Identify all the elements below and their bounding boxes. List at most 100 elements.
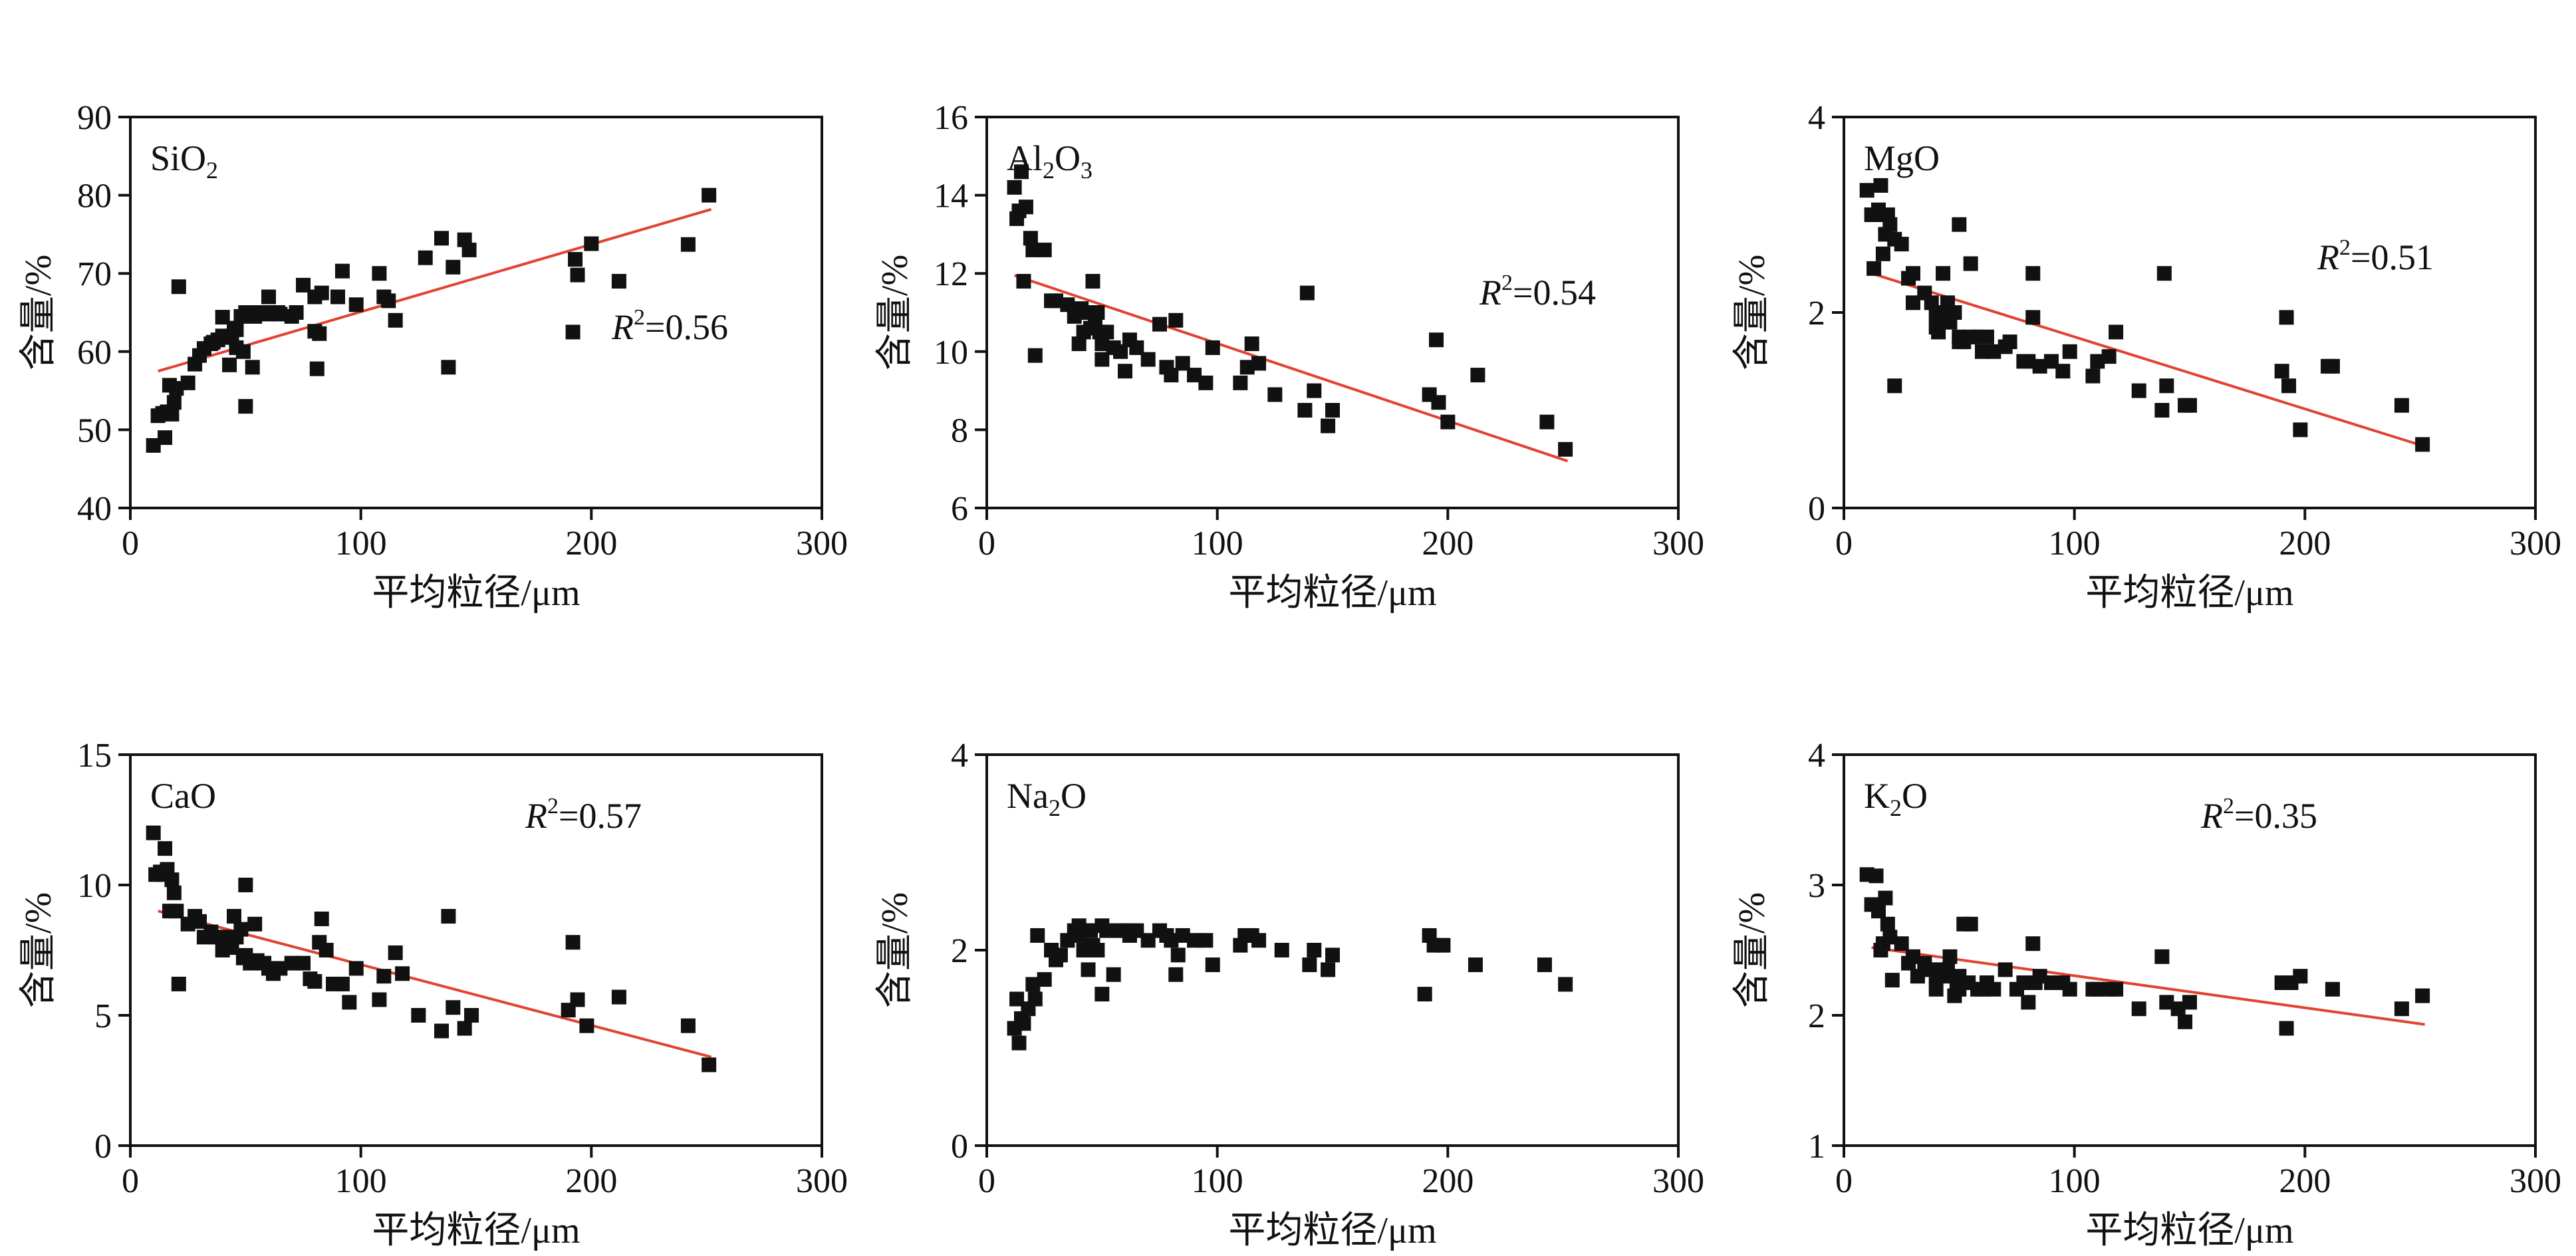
data-point (1170, 947, 1186, 963)
data-point (457, 1021, 472, 1036)
r-squared-exponent: 2 (634, 305, 645, 330)
data-point (2154, 949, 2170, 964)
data-point (2062, 344, 2077, 359)
r-squared-symbol: R (2317, 237, 2339, 277)
oxide-label: K2O (1864, 776, 1928, 821)
data-point (2159, 995, 2174, 1010)
chart-panel-1: 0 100 200 300405060708090平均粒径/μm含量/%SiO2R2=… (18, 99, 848, 614)
data-point (342, 995, 357, 1010)
data-point (1979, 329, 1994, 344)
y-tick-label: 0 (1808, 490, 1825, 528)
x-tick-label: 0 (122, 525, 139, 563)
r-squared-symbol: R (2200, 796, 2223, 836)
data-point (434, 1023, 449, 1039)
x-tick-label: 300 (1652, 1162, 1704, 1200)
x-axis-label: 平均粒径/μm (1228, 1210, 1436, 1251)
data-point (2178, 1014, 2193, 1029)
y-axis-label: 含量/% (18, 892, 59, 1008)
data-point (1205, 340, 1220, 355)
data-point (1947, 305, 1962, 320)
data-point (1198, 933, 1214, 948)
data-point (215, 310, 230, 325)
data-point (1882, 930, 1898, 945)
data-point (169, 904, 184, 919)
y-tick-label: 3 (1808, 867, 1825, 905)
y-tick-label: 90 (77, 99, 112, 137)
x-tick-label: 100 (2049, 1162, 2101, 1200)
data-point (284, 955, 299, 971)
data-point (247, 916, 263, 932)
r-squared-value: =0.56 (645, 307, 728, 347)
data-point (1016, 1016, 1031, 1031)
x-tick-label: 0 (978, 1162, 995, 1200)
data-point (1095, 987, 1110, 1002)
data-point (1129, 340, 1144, 355)
data-point (1470, 368, 1485, 383)
y-tick-label: 4 (1808, 99, 1825, 137)
data-point (1297, 403, 1313, 418)
oxide-label-sub2: 3 (1081, 157, 1093, 184)
data-point (372, 266, 387, 281)
data-point (388, 313, 403, 328)
oxide-label-main: MgO (1864, 138, 1940, 178)
data-point (334, 976, 350, 991)
data-point (319, 943, 334, 957)
x-axis-label: 平均粒径/μm (372, 572, 580, 614)
data-point (229, 322, 244, 337)
data-point (411, 1008, 426, 1023)
data-point (2159, 378, 2174, 394)
data-point (1299, 285, 1315, 301)
data-point (1018, 199, 1033, 215)
data-point (1906, 295, 1920, 311)
data-point (1267, 387, 1283, 402)
data-point (1887, 378, 1902, 394)
y-tick-label: 8 (951, 412, 968, 449)
data-point (565, 935, 580, 950)
data-point (1168, 313, 1184, 328)
oxide-label-sub: 2 (1049, 795, 1061, 821)
r-squared-value: =0.57 (559, 796, 642, 836)
y-tick-label: 50 (77, 412, 112, 449)
data-point (1931, 324, 1946, 340)
data-point (2394, 1001, 2409, 1017)
data-point (1053, 947, 1068, 963)
data-point (296, 955, 311, 971)
data-point (2021, 354, 2036, 369)
data-point (1558, 977, 1573, 992)
oxide-label-main: K (1864, 776, 1890, 816)
data-point (381, 293, 396, 309)
y-tick-label: 0 (94, 1128, 112, 1166)
y-tick-label: 5 (94, 997, 112, 1035)
data-point (1233, 375, 1248, 390)
data-point (1187, 933, 1202, 948)
data-point (1025, 242, 1041, 257)
data-point (1085, 273, 1100, 289)
data-point (579, 1018, 594, 1033)
data-point (164, 406, 180, 422)
y-axis-label: 含量/% (874, 255, 916, 370)
data-point (584, 236, 599, 251)
y-tick-label: 80 (77, 178, 112, 215)
data-point (1007, 180, 1022, 195)
data-point (166, 885, 182, 900)
x-tick-label: 200 (2279, 525, 2331, 563)
data-point (2101, 349, 2117, 364)
data-point (1940, 962, 1955, 977)
data-point (2021, 995, 2036, 1010)
data-point (2182, 398, 2197, 413)
data-point (2109, 981, 2124, 997)
data-point (2055, 364, 2071, 379)
data-point (376, 969, 392, 984)
x-axis-label: 平均粒径/μm (2085, 572, 2293, 614)
x-tick-label: 300 (2510, 525, 2561, 563)
data-point (227, 909, 241, 924)
data-point (1321, 962, 1336, 977)
y-tick-label: 2 (1808, 295, 1825, 332)
data-point (1325, 947, 1340, 963)
data-point (164, 872, 180, 888)
data-point (1875, 246, 1890, 261)
data-point (611, 273, 626, 289)
data-point (1440, 414, 1456, 430)
data-point (1868, 868, 1884, 884)
